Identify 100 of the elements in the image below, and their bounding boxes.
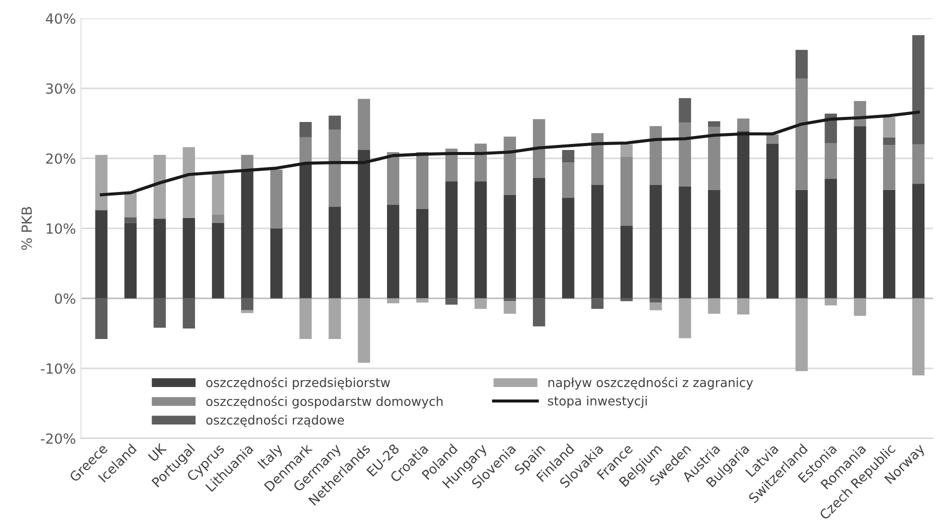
line-series [100,110,920,196]
bar [154,218,166,298]
bar [766,134,779,144]
y-tick-label: -20% [40,433,76,444]
bar [416,152,428,209]
bar [708,298,720,314]
bar [212,222,224,298]
bar [796,298,808,372]
bar [737,131,750,298]
bar [387,298,400,304]
bar [678,122,692,186]
bar [504,136,516,195]
bar [708,121,720,127]
bar [270,228,283,298]
bar [883,117,896,138]
bar [299,298,312,339]
bar [824,142,837,179]
bar [182,298,196,328]
bar [212,214,224,223]
bar [474,144,487,182]
bar [912,144,924,184]
bar [416,298,428,303]
y-tick-label: 10% [46,223,76,234]
bar [504,301,516,314]
bar [678,298,692,338]
bar [95,210,108,298]
legend-label: oszczędności gospodarstw domowych [206,396,443,408]
bar [124,217,137,223]
bar [328,298,341,339]
y-tick-label: 30% [46,83,76,94]
bar [95,154,108,210]
bar [912,298,924,376]
bar [883,137,896,146]
bar [591,184,604,298]
bar [650,298,662,303]
bar [562,150,574,163]
bar [883,190,896,298]
bar [796,190,808,298]
bar [358,298,370,363]
y-tick-label: -10% [40,363,76,374]
bar [650,302,662,310]
bar [620,226,633,298]
bar [591,133,604,185]
bar [416,208,428,298]
bar [854,298,866,316]
bar [241,310,254,314]
bar [678,186,692,298]
bar [241,298,254,310]
bar [824,298,837,306]
bar [532,298,546,326]
bar [299,122,312,138]
bar [387,152,400,205]
bar [591,298,604,309]
y-axis-title: % PKB [21,207,32,250]
bar [124,192,137,218]
bar [650,184,662,298]
bar [620,156,633,226]
bar [650,126,662,185]
bar [299,162,312,298]
bar [358,150,370,298]
bar [737,118,750,132]
bar [95,298,108,339]
bar [182,147,196,218]
bar [562,198,574,298]
bar [154,154,166,219]
bar [912,184,924,298]
bar [328,206,341,298]
y-tick-label: 20% [46,153,76,164]
bar [504,298,516,302]
bar [270,170,283,228]
bar [124,222,137,298]
bar [154,298,166,328]
bar [708,190,720,298]
bar [241,154,254,170]
legend-label: napływ oszczędności z zagranicy [548,377,753,390]
bar [182,218,196,298]
bar [883,145,896,190]
bar [299,137,312,163]
bar [678,98,692,123]
bar [445,298,458,305]
legend-label: oszczędności przedsiębiorstw [206,377,390,390]
bar [474,298,487,309]
legend-label: stopa inwestycji [548,396,647,408]
bar [824,178,837,298]
bar [766,144,779,298]
legend-label: oszczędności rządowe [206,414,344,427]
bar [241,170,254,298]
bar [532,119,546,178]
y-tick-label: 40% [46,13,76,24]
bar [532,178,546,298]
bar [212,172,224,214]
bar [328,130,341,207]
bar [562,162,574,198]
y-tick-label: 0% [54,293,76,304]
bar [387,204,400,298]
bar [854,126,866,298]
bar [328,116,341,130]
bar [737,298,750,314]
bar [796,50,808,79]
bar [708,126,720,190]
